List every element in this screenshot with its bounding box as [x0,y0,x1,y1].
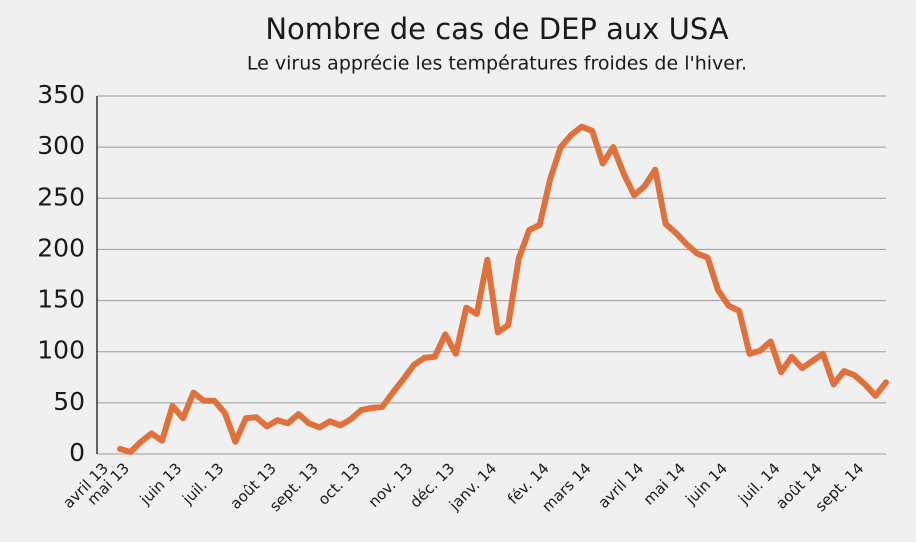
y-tick-label: 150 [37,285,85,314]
chart-subtitle: Le virus apprécie les températures froid… [247,53,747,75]
x-tick-label: nov. 13 [365,459,417,511]
data-line [117,123,889,455]
y-tick-label: 200 [37,233,85,262]
x-tick-label: juin 14 [681,459,731,509]
y-tick-label: 100 [37,336,85,365]
x-tick-label: oct. 13 [314,459,363,508]
x-tick-label: mai 14 [640,459,689,508]
y-tick-label: 250 [37,182,85,211]
x-tick-label: avril 14 [595,459,648,512]
y-tick-label: 0 [69,438,85,467]
y-tick-label: 350 [37,80,85,109]
chart-title: Nombre de cas de DEP aux USA [265,12,728,46]
x-tick-label: juin 13 [136,459,186,509]
y-tick-label: 50 [53,387,85,416]
y-tick-label: 300 [37,131,85,160]
x-tick-label: juil. 13 [178,459,227,508]
